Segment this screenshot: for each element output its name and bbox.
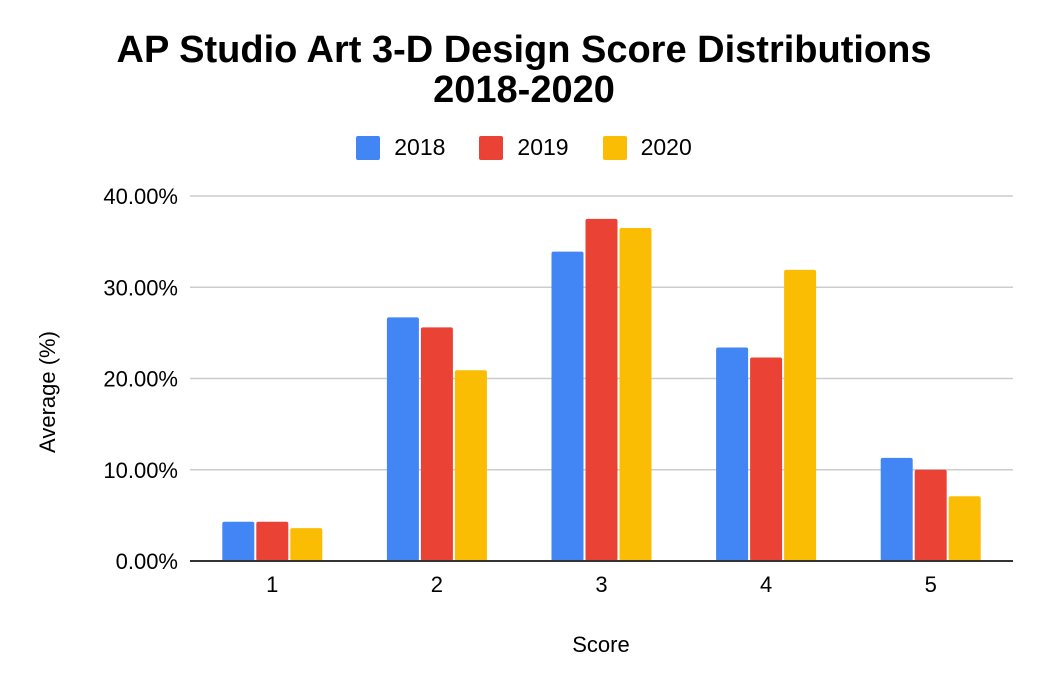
legend-swatch-2019: [479, 135, 504, 160]
x-tick-label: 1: [266, 572, 278, 597]
bar-2019-score-5: [914, 469, 947, 561]
bar-2018-score-4: [716, 347, 749, 561]
x-tick-label: 5: [925, 572, 937, 597]
x-tick-label: 3: [595, 572, 607, 597]
legend-label-2018: 2018: [394, 134, 446, 160]
y-tick-label: 40.00%: [103, 184, 178, 209]
bar-2020-score-2: [454, 370, 487, 561]
chart-title-line-2: 2018-2020: [433, 69, 615, 111]
legend-item-2018: 2018: [356, 134, 445, 161]
legend-swatch-2020: [602, 135, 627, 160]
bar-2018-score-3: [551, 251, 584, 561]
legend-label-2020: 2020: [640, 134, 692, 160]
bar-2019-score-4: [750, 357, 783, 561]
bars: [222, 218, 981, 561]
chart-title: AP Studio Art 3-D Design Score Distribut…: [0, 30, 1048, 110]
legend-item-2019: 2019: [479, 134, 569, 161]
bar-2020-score-1: [290, 528, 323, 561]
chart-title-line-1: AP Studio Art 3-D Design Score Distribut…: [116, 29, 932, 71]
bar-2018-score-5: [880, 457, 913, 561]
x-tick-label: 2: [431, 572, 443, 597]
x-axis-label: Score: [572, 632, 629, 657]
bar-2020-score-5: [948, 496, 981, 561]
legend-label-2019: 2019: [517, 134, 569, 160]
bar-2018-score-2: [386, 317, 419, 561]
y-tick-label: 20.00%: [103, 367, 178, 392]
bar-2020-score-4: [784, 269, 817, 561]
y-tick-label: 30.00%: [103, 275, 178, 300]
bar-2019-score-1: [256, 521, 289, 561]
bar-2018-score-1: [222, 521, 255, 561]
y-tick-labels: 0.00% 10.00% 20.00% 30.00% 40.00%: [103, 184, 178, 574]
y-axis-label: Average (%): [35, 331, 60, 453]
bar-2020-score-3: [619, 227, 652, 561]
legend: 2018 2019 2020: [0, 134, 1048, 161]
x-tick-label: 4: [760, 572, 772, 597]
y-tick-label: 10.00%: [103, 458, 178, 483]
legend-item-2020: 2020: [602, 134, 692, 161]
x-tick-labels: 1 2 3 4 5: [266, 572, 937, 597]
bar-2019-score-2: [420, 327, 453, 561]
bar-2019-score-3: [585, 218, 618, 561]
y-tick-label: 0.00%: [116, 549, 178, 574]
legend-swatch-2018: [356, 135, 381, 160]
